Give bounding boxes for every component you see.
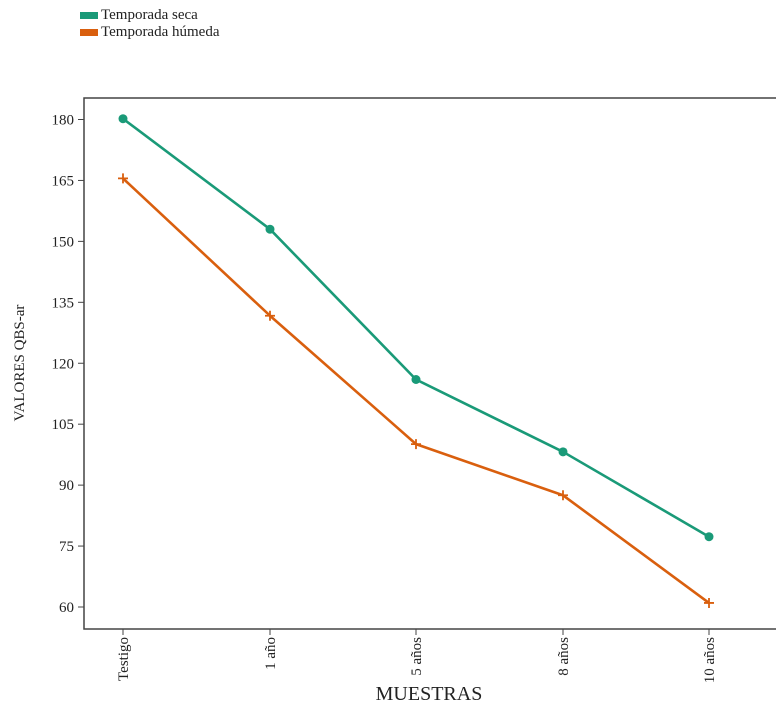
data-point [411, 375, 421, 384]
legend-swatch [80, 12, 98, 19]
legend-label: Temporada húmeda [101, 24, 220, 40]
data-point [411, 439, 421, 450]
data-point [265, 310, 275, 321]
data-point [704, 532, 714, 542]
y-tick-label: 180 [52, 113, 75, 129]
y-tick-label: 60 [59, 600, 74, 616]
y-tick-label: 90 [59, 478, 74, 494]
y-tick-label: 150 [52, 234, 75, 250]
plot-frame [83, 97, 776, 630]
series-layer [118, 114, 714, 608]
y-tick-label: 105 [52, 417, 75, 433]
data-point [265, 224, 275, 234]
data-point [118, 114, 128, 124]
y-tick-label: 75 [59, 539, 74, 555]
x-tick-label: Testigo [116, 637, 132, 681]
legend-swatch [80, 29, 98, 36]
data-point [558, 447, 568, 457]
data-point [704, 597, 714, 608]
series-line [122, 117, 710, 538]
x-tick-label: 5 años [409, 637, 425, 676]
y-tick-label: 165 [52, 173, 75, 189]
data-point [558, 490, 568, 501]
x-axis: Testigo 1 año 5 años 8 años 10 años [116, 629, 718, 683]
y-tick-label: 120 [52, 356, 75, 372]
series-line [122, 177, 710, 604]
x-axis-title: MUESTRAS [376, 683, 483, 705]
x-tick-label: 1 año [263, 637, 279, 670]
x-tick-label: 8 años [556, 637, 572, 676]
y-axis: 60 75 90 105 120 135 150 165 180 [52, 113, 84, 616]
y-tick-label: 135 [52, 295, 75, 311]
data-point [118, 173, 128, 184]
x-tick-label: 10 años [702, 637, 718, 683]
y-axis-title: VALORES QBS-ar [12, 305, 28, 422]
legend-label: Temporada seca [101, 7, 198, 23]
